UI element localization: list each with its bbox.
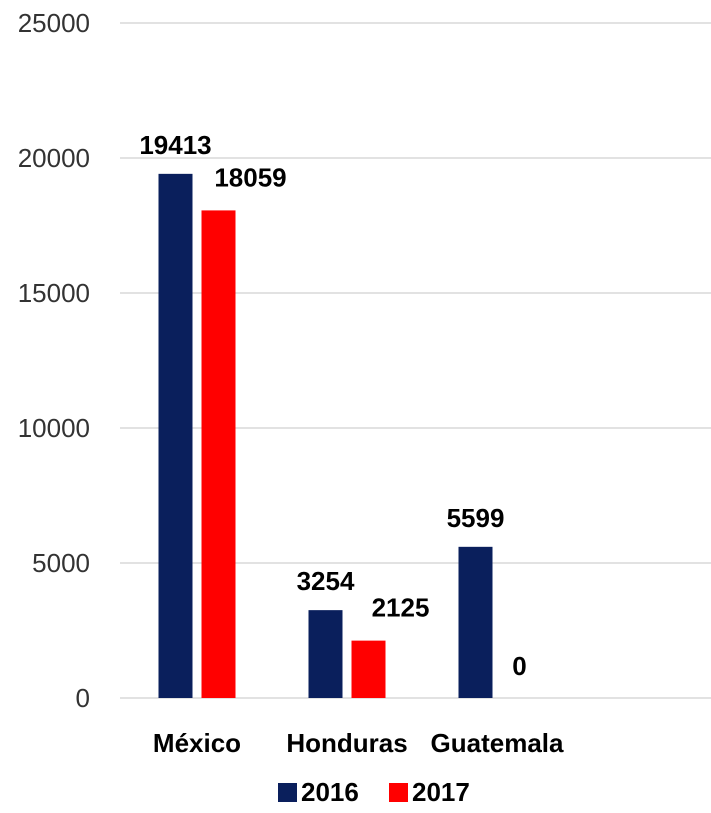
- data-label: 19413: [139, 130, 211, 160]
- x-category-label: Honduras: [286, 728, 407, 758]
- bar-2017-0: [201, 210, 236, 699]
- bar-2016-2: [458, 546, 493, 698]
- data-label: 3254: [297, 566, 355, 596]
- data-label: 0: [512, 651, 526, 681]
- data-label: 2125: [372, 593, 430, 623]
- legend-label: 2017: [412, 777, 470, 807]
- legend: 2016 2017: [278, 777, 470, 807]
- x-category-label: México: [153, 728, 241, 758]
- y-tick-label: 10000: [18, 413, 90, 443]
- y-tick-label: 15000: [18, 278, 90, 308]
- x-axis-categories: México Honduras Guatemala: [153, 728, 564, 758]
- legend-label: 2016: [301, 777, 359, 807]
- bar-2016-1: [308, 610, 343, 698]
- data-label: 5599: [447, 503, 505, 533]
- y-axis-ticks: 0 5000 10000 15000 20000 25000: [18, 8, 90, 713]
- x-category-label: Guatemala: [431, 728, 564, 758]
- legend-swatch-2017: [389, 783, 408, 802]
- y-tick-label: 20000: [18, 143, 90, 173]
- y-tick-label: 25000: [18, 8, 90, 38]
- bar-2017-1: [351, 640, 386, 698]
- y-tick-label: 5000: [32, 548, 90, 578]
- y-tick-label: 0: [76, 683, 90, 713]
- legend-swatch-2016: [278, 783, 297, 802]
- bars: [158, 173, 493, 699]
- data-label: 18059: [214, 162, 286, 192]
- bar-2016-0: [158, 173, 193, 698]
